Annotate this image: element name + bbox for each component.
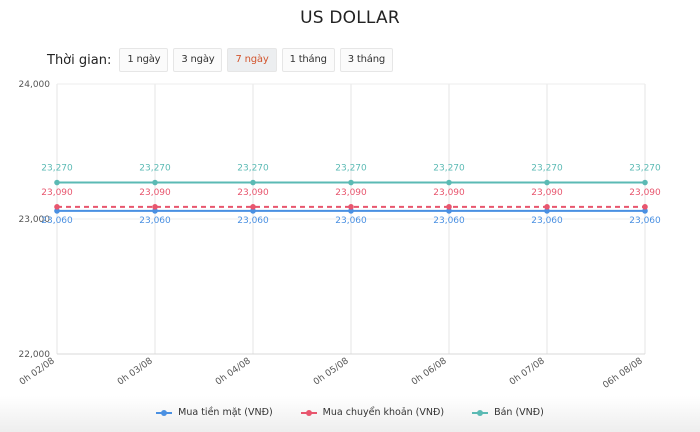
x-tick-label: 0h 06/08 <box>410 356 449 387</box>
data-point[interactable] <box>642 208 648 214</box>
data-point[interactable] <box>54 208 60 214</box>
data-label: 23,090 <box>41 188 73 198</box>
data-point[interactable] <box>152 179 158 186</box>
data-label: 23,270 <box>41 164 73 174</box>
data-label: 23,060 <box>335 216 367 226</box>
data-label: 23,270 <box>335 164 367 174</box>
x-tick-label: 0h 03/08 <box>116 356 155 387</box>
data-label: 23,060 <box>433 216 465 226</box>
data-point[interactable] <box>544 208 550 214</box>
y-tick-label: 23,000 <box>19 215 51 225</box>
data-point[interactable] <box>348 204 354 210</box>
data-point[interactable] <box>348 179 354 186</box>
y-tick-label: 22,000 <box>19 350 51 360</box>
x-tick-label: 0h 07/08 <box>508 356 547 387</box>
period-selector: Thời gian: 1 ngày 3 ngày 7 ngày 1 tháng … <box>47 48 398 72</box>
data-label: 23,270 <box>139 164 171 174</box>
period-label: Thời gian: <box>47 52 112 68</box>
x-tick-label: 0h 05/08 <box>312 356 351 387</box>
data-point[interactable] <box>544 204 550 210</box>
period-button-3-months[interactable]: 3 tháng <box>339 48 393 72</box>
data-point[interactable] <box>348 208 354 214</box>
data-point[interactable] <box>250 204 256 210</box>
x-tick-label: 0h 04/08 <box>214 356 253 387</box>
data-point[interactable] <box>54 179 60 186</box>
data-label: 23,090 <box>433 188 465 198</box>
data-label: 23,090 <box>237 188 269 198</box>
period-button-1-day[interactable]: 1 ngày <box>119 48 169 72</box>
data-point[interactable] <box>152 208 158 214</box>
data-label: 23,060 <box>629 216 661 226</box>
page-title: US DOLLAR <box>300 8 400 28</box>
legend-item-transfer-buy[interactable]: Mua chuyển khoản (VNĐ) <box>300 407 445 418</box>
legend-swatch-icon <box>156 409 173 417</box>
data-label: 23,270 <box>433 164 465 174</box>
data-point[interactable] <box>446 204 452 210</box>
data-label: 23,060 <box>237 216 269 226</box>
data-label: 23,090 <box>531 188 563 198</box>
x-tick-label: 06h 08/08 <box>601 356 645 391</box>
data-point[interactable] <box>544 179 550 186</box>
data-point[interactable] <box>446 179 452 186</box>
period-button-7-days[interactable]: 7 ngày <box>227 48 277 72</box>
data-label: 23,090 <box>139 188 171 198</box>
data-point[interactable] <box>642 179 648 186</box>
y-tick-label: 24,000 <box>19 80 51 90</box>
legend-item-sell[interactable]: Bán (VNĐ) <box>472 407 544 418</box>
chart-legend: Mua tiền mặt (VNĐ) Mua chuyển khoản (VNĐ… <box>0 407 700 418</box>
period-button-3-days[interactable]: 3 ngày <box>173 48 223 72</box>
data-point[interactable] <box>152 204 158 210</box>
data-point[interactable] <box>250 208 256 214</box>
data-label: 23,090 <box>335 188 367 198</box>
legend-label: Bán (VNĐ) <box>494 407 544 418</box>
data-label: 23,060 <box>531 216 563 226</box>
legend-swatch-icon <box>300 409 317 417</box>
x-tick-label: 0h 02/08 <box>18 356 57 387</box>
data-point[interactable] <box>250 179 256 186</box>
data-point[interactable] <box>446 208 452 214</box>
period-button-1-month[interactable]: 1 tháng <box>281 48 335 72</box>
legend-label: Mua tiền mặt (VNĐ) <box>178 407 273 418</box>
data-label: 23,090 <box>629 188 661 198</box>
data-point[interactable] <box>54 204 60 210</box>
legend-label: Mua chuyển khoản (VNĐ) <box>322 407 445 418</box>
line-chart: 22,000 23,000 24,000 0h 02/08 0h 03/08 0h 04/… <box>18 80 661 391</box>
data-point[interactable] <box>642 204 648 210</box>
data-label: 23,060 <box>139 216 171 226</box>
data-label: 23,270 <box>629 164 661 174</box>
legend-item-cash-buy[interactable]: Mua tiền mặt (VNĐ) <box>156 407 273 418</box>
data-label: 23,060 <box>41 216 73 226</box>
legend-background <box>0 396 700 432</box>
legend-swatch-icon <box>472 409 489 417</box>
data-label: 23,270 <box>237 164 269 174</box>
data-label: 23,270 <box>531 164 563 174</box>
